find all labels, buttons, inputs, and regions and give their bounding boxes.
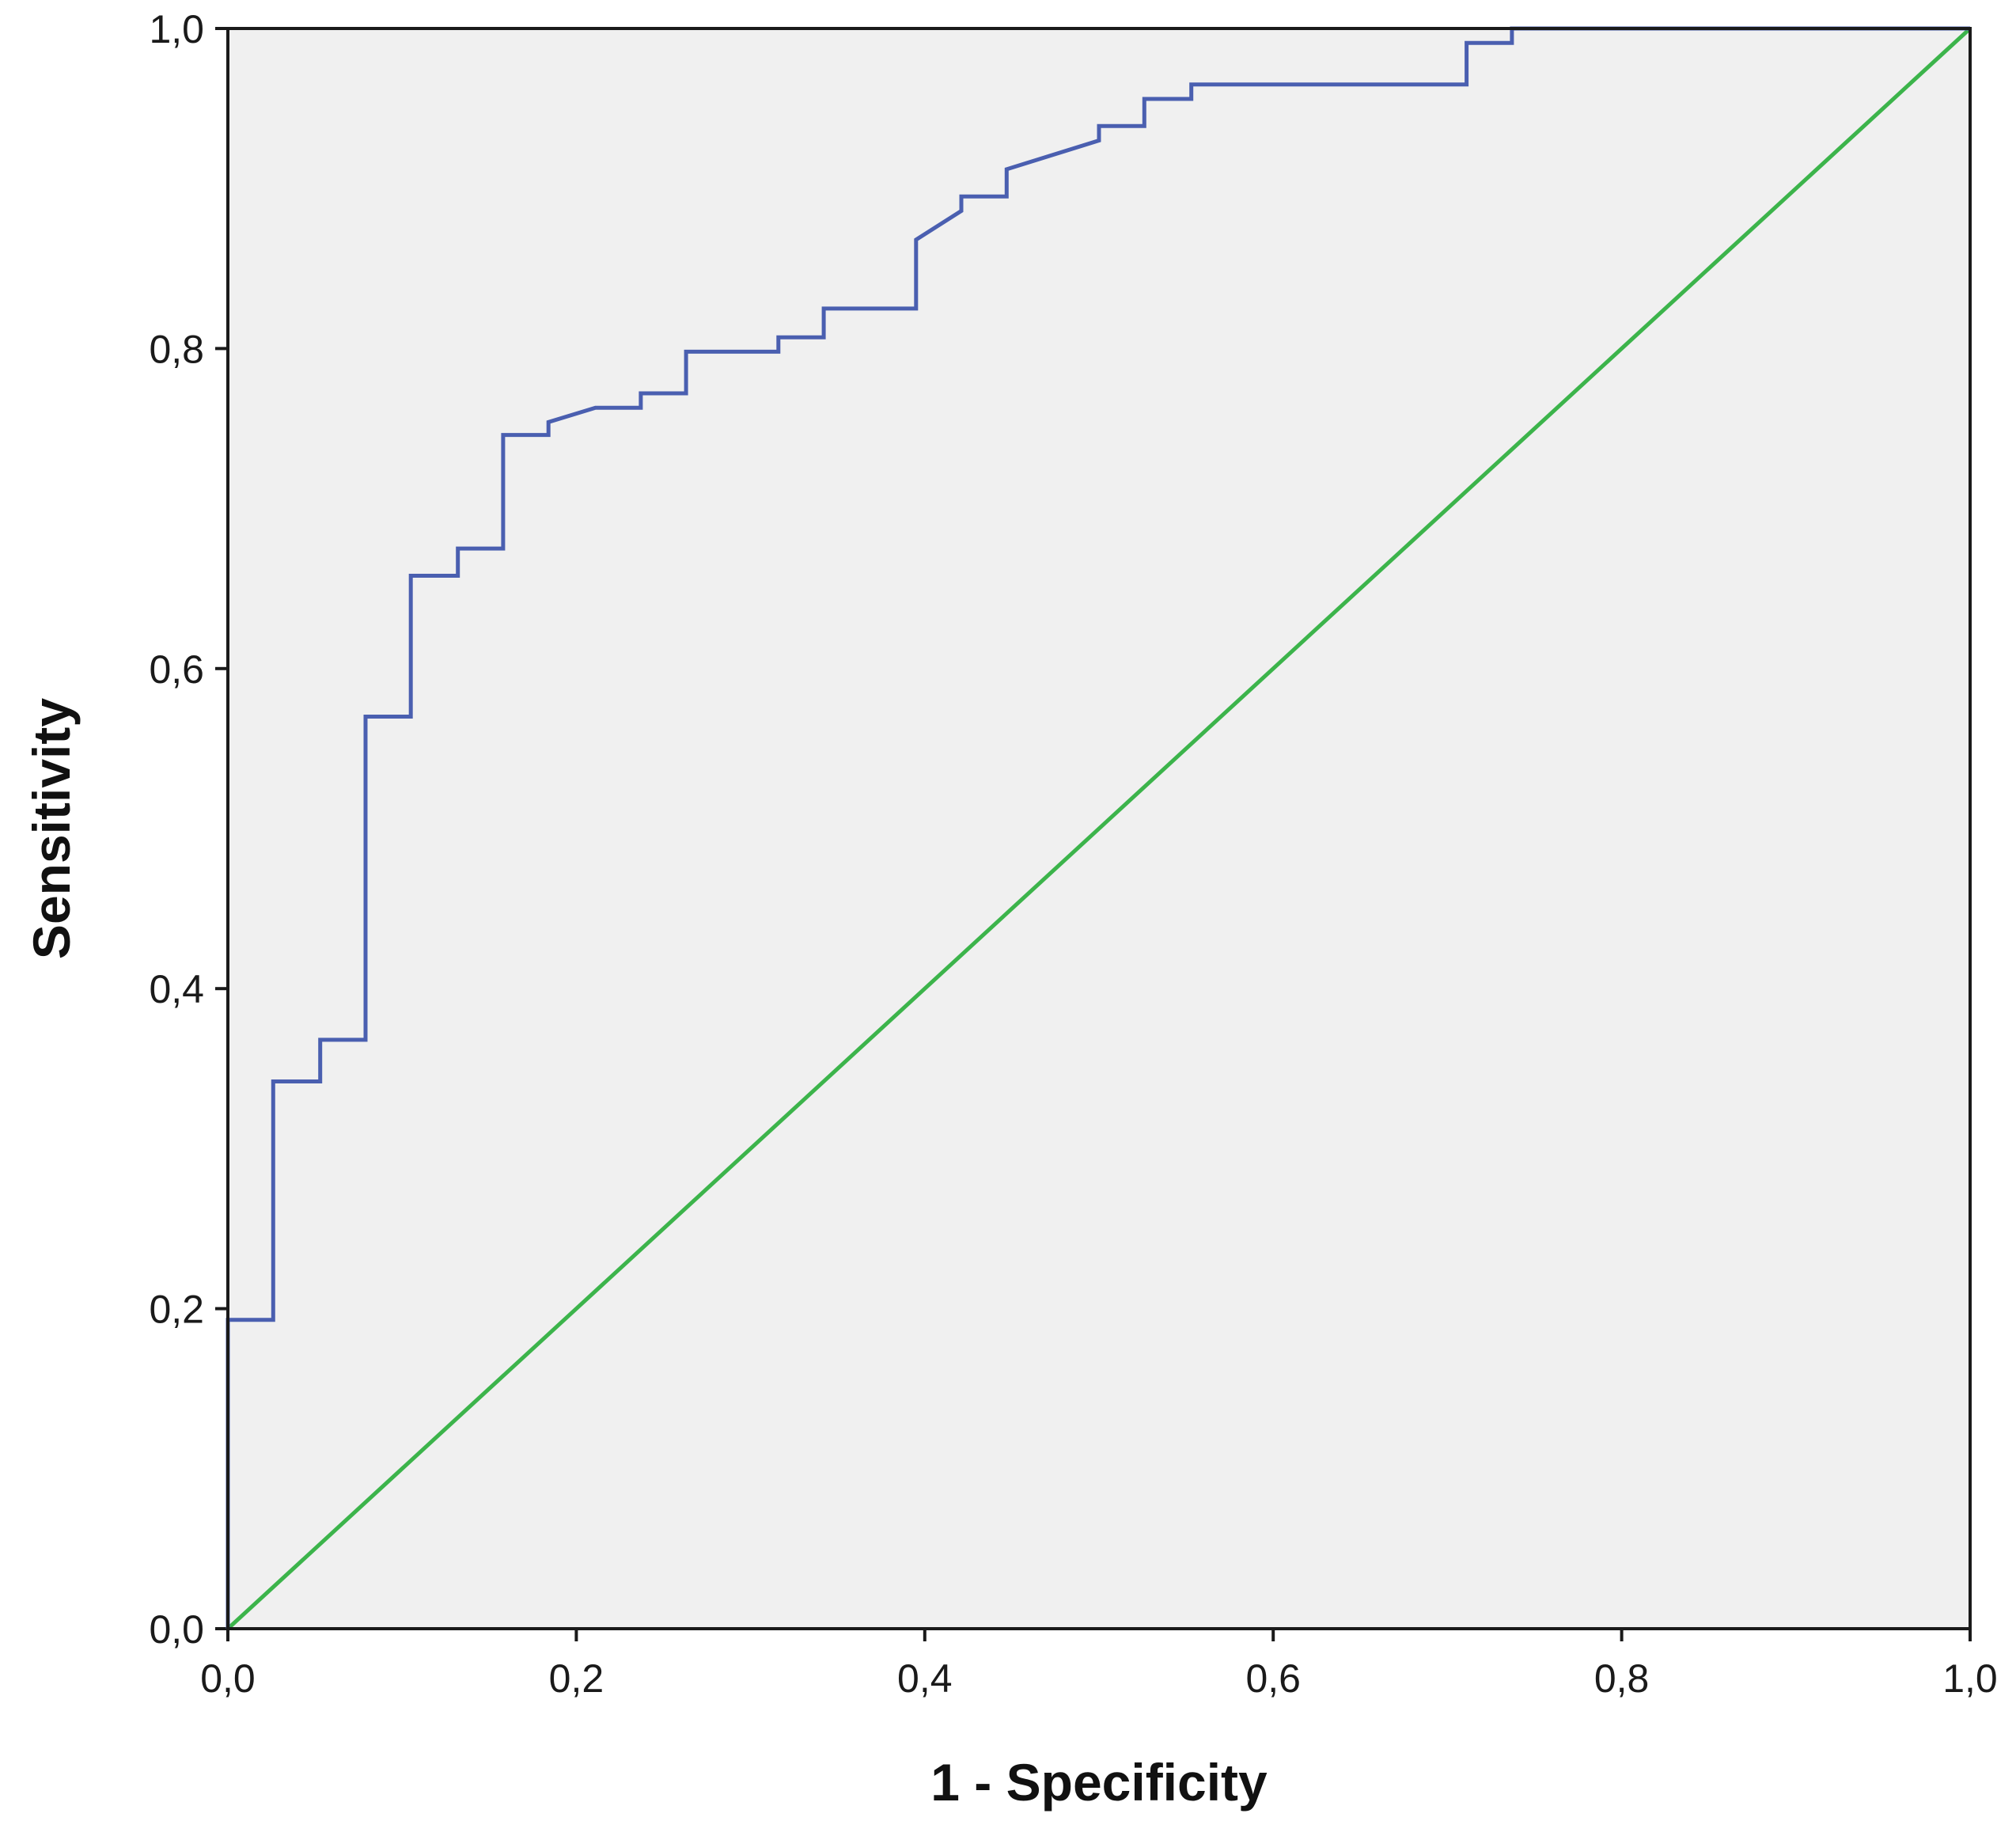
x-tick-label: 0,4 bbox=[897, 1656, 953, 1701]
reference-diagonal-line bbox=[226, 27, 1972, 1630]
plot-frame bbox=[226, 27, 1972, 1630]
x-tick-label: 0,2 bbox=[549, 1656, 604, 1701]
x-tick-label: 0,6 bbox=[1245, 1656, 1301, 1701]
x-tick-label: 0,8 bbox=[1594, 1656, 1650, 1701]
axis-ticks bbox=[215, 27, 1972, 1641]
y-axis-title: Sensitivity bbox=[22, 698, 81, 959]
roc-curve-line bbox=[225, 26, 1970, 1629]
tick-labels: 0,0 0,2 0,4 0,6 0,8 1,0 0,0 0,2 0,4 0,6 0,8 1,0 bbox=[149, 7, 1997, 1701]
y-tick-label: 0,8 bbox=[149, 327, 204, 371]
y-tick-label: 0,2 bbox=[149, 1288, 204, 1332]
x-axis-title: 1 - Specificity bbox=[930, 1753, 1268, 1812]
y-tick-label: 0,6 bbox=[149, 647, 204, 692]
series-layer bbox=[225, 26, 1972, 1630]
x-tick-label: 1,0 bbox=[1942, 1656, 1998, 1701]
y-tick-label: 0,4 bbox=[149, 967, 204, 1011]
x-tick-label: 0,0 bbox=[200, 1656, 256, 1701]
y-tick-label: 0,0 bbox=[149, 1607, 204, 1652]
y-tick-label: 1,0 bbox=[149, 7, 204, 51]
